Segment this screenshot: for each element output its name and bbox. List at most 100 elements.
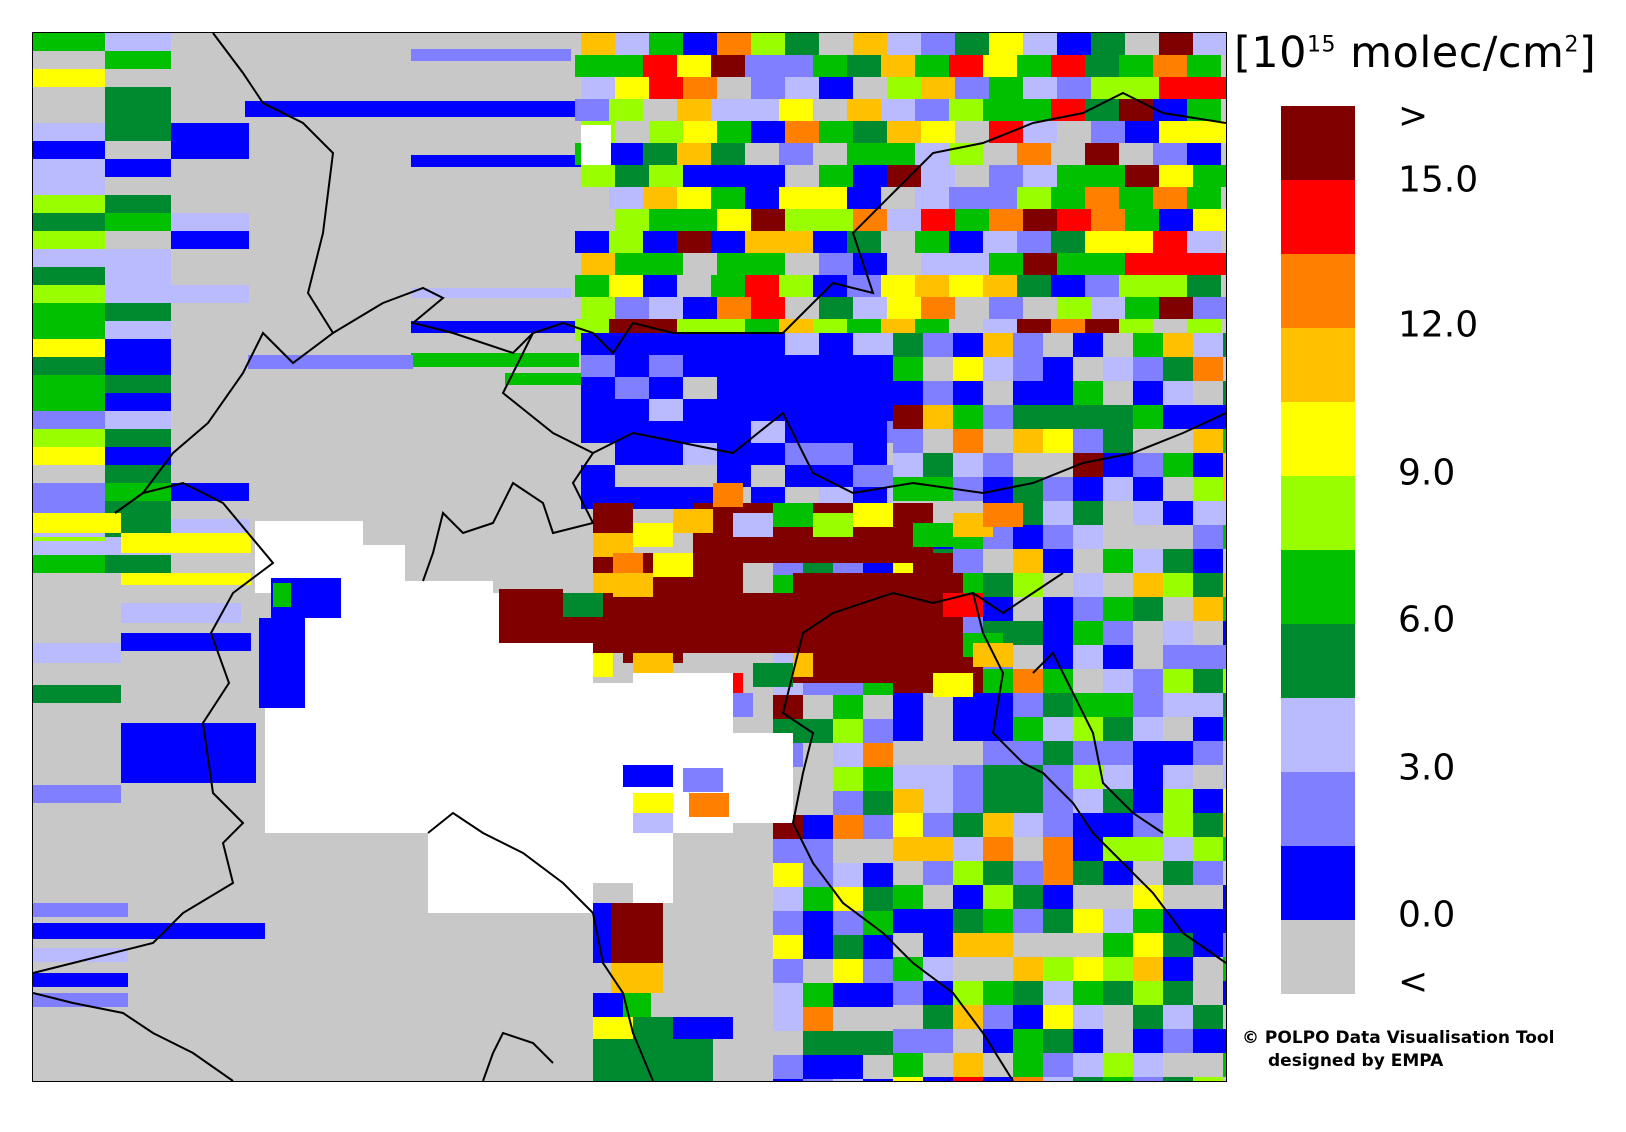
- data-cell: [1133, 1029, 1163, 1053]
- data-cell: [893, 1077, 923, 1081]
- data-cell: [171, 483, 249, 501]
- data-cell: [1043, 669, 1073, 693]
- data-cell: [923, 933, 953, 957]
- data-cell: [1013, 669, 1043, 693]
- data-cell: [751, 333, 785, 355]
- data-cell: [105, 249, 171, 267]
- data-cell: [677, 99, 711, 121]
- data-cell: [881, 275, 915, 297]
- data-cell: [1125, 209, 1159, 231]
- data-cell: [1125, 121, 1159, 143]
- data-cell: [833, 983, 863, 1007]
- data-cell: [171, 393, 249, 411]
- legend-swatch: [1281, 920, 1355, 994]
- data-cell: [921, 77, 955, 99]
- data-cell: [1223, 429, 1226, 453]
- data-cell: [751, 77, 785, 99]
- data-cell: [1193, 813, 1223, 837]
- data-cell: [1133, 621, 1163, 645]
- data-cell: [773, 1055, 803, 1079]
- data-cell: [887, 209, 921, 231]
- data-cell: [121, 573, 251, 585]
- data-cell: [983, 957, 1013, 981]
- data-cell: [847, 143, 881, 165]
- data-cell: [863, 959, 893, 983]
- data-cell: [953, 429, 983, 453]
- data-cell: [581, 33, 615, 55]
- data-cell: [581, 253, 615, 275]
- data-cell: [1013, 813, 1043, 837]
- data-cell: [1193, 885, 1223, 909]
- data-cell: [649, 355, 683, 377]
- data-cell: [785, 443, 819, 465]
- legend-swatch: [1281, 846, 1355, 920]
- data-cell: [33, 785, 121, 803]
- data-cell: [833, 695, 863, 719]
- data-cell: [1023, 33, 1057, 55]
- data-cell: [863, 791, 893, 815]
- legend-label: >: [1398, 95, 1429, 137]
- data-cell: [1153, 187, 1187, 209]
- data-cell: [1017, 55, 1051, 77]
- data-cell: [1103, 525, 1133, 549]
- data-cell: [1103, 429, 1133, 453]
- data-cell: [773, 935, 803, 959]
- data-cell: [1193, 717, 1223, 741]
- data-cell: [1133, 597, 1163, 621]
- data-cell: [1193, 1029, 1223, 1053]
- data-cell: [1223, 381, 1226, 405]
- data-cell: [1023, 121, 1057, 143]
- data-cell: [1073, 1053, 1103, 1077]
- data-cell: [171, 159, 249, 177]
- data-cell: [819, 443, 853, 465]
- data-cell: [33, 447, 105, 465]
- legend-label: 9.0: [1398, 452, 1456, 494]
- boundary-line: [422, 332, 595, 582]
- data-cell: [803, 983, 833, 1007]
- data-cell: [983, 429, 1013, 453]
- data-cell: [853, 165, 887, 187]
- data-cell: [1013, 573, 1043, 597]
- data-cell: [1133, 669, 1163, 693]
- data-cell: [863, 743, 893, 767]
- data-cell: [1073, 1029, 1103, 1053]
- data-cell: [581, 209, 615, 231]
- data-cell: [833, 1031, 863, 1055]
- data-cell: [105, 393, 171, 411]
- data-cell: [803, 1007, 833, 1031]
- data-cell: [1091, 253, 1125, 275]
- data-cell: [887, 121, 921, 143]
- data-cell: [1051, 187, 1085, 209]
- data-cell: [953, 957, 983, 981]
- data-cell: [1223, 525, 1226, 549]
- data-cell: [33, 123, 105, 141]
- data-cell: [853, 465, 887, 487]
- data-cell: [1013, 405, 1043, 429]
- data-cell: [649, 465, 683, 487]
- data-cell: [171, 69, 249, 87]
- data-cell: [677, 275, 711, 297]
- data-cell: [1013, 957, 1043, 981]
- legend-swatch: [1281, 624, 1355, 698]
- data-cell: [793, 653, 813, 677]
- data-cell: [717, 333, 751, 355]
- data-cell: [1043, 885, 1073, 909]
- data-cell: [989, 297, 1023, 319]
- data-cell: [949, 231, 983, 253]
- data-cell: [887, 33, 921, 55]
- data-cell: [673, 1017, 733, 1039]
- data-cell: [1043, 549, 1073, 573]
- data-cell: [105, 87, 171, 105]
- data-cell: [171, 357, 249, 375]
- data-cell: [1073, 909, 1103, 933]
- data-cell: [1073, 645, 1103, 669]
- data-cell: [1013, 1005, 1043, 1029]
- data-cell: [633, 813, 673, 833]
- data-cell: [581, 421, 615, 443]
- data-cell: [779, 187, 813, 209]
- data-cell: [1043, 1053, 1073, 1077]
- data-cell: [955, 77, 989, 99]
- data-cell: [819, 377, 853, 399]
- data-cell: [1073, 669, 1103, 693]
- data-cell: [1187, 231, 1221, 253]
